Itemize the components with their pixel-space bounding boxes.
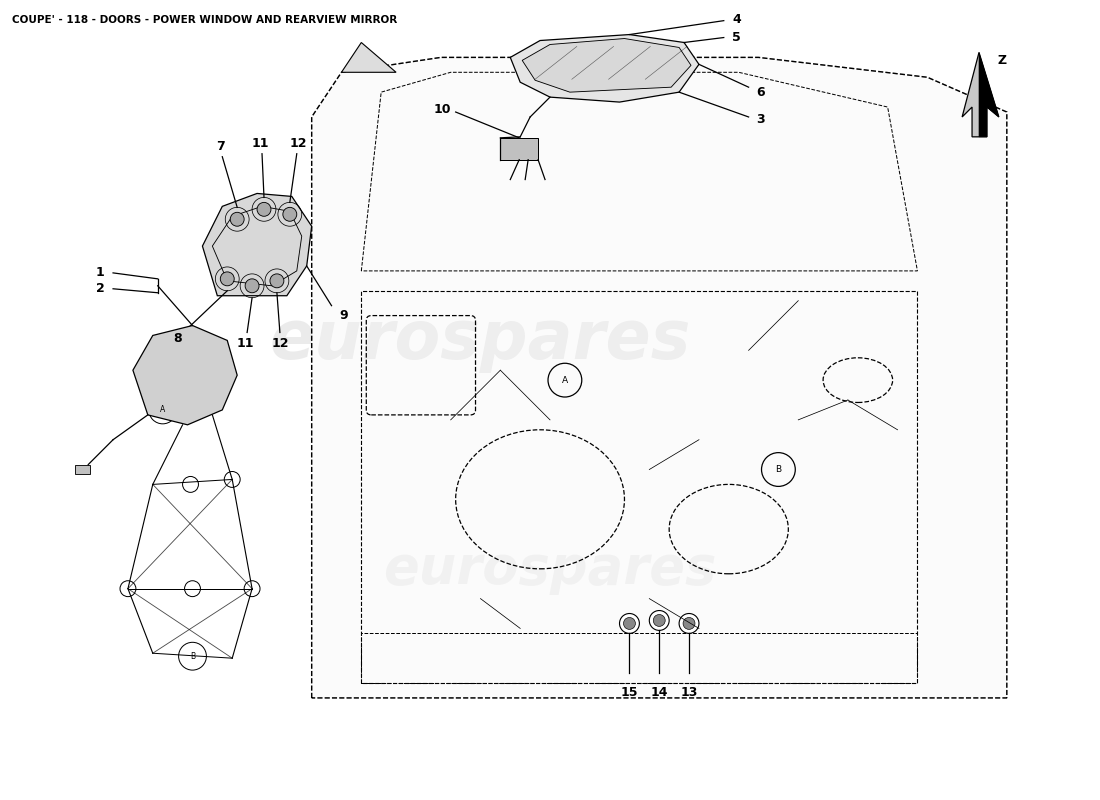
Text: 2: 2 — [96, 282, 104, 295]
Circle shape — [619, 614, 639, 634]
Circle shape — [653, 614, 666, 626]
Text: 10: 10 — [434, 102, 451, 115]
Text: eurospares: eurospares — [270, 307, 691, 374]
Circle shape — [153, 342, 229, 418]
Polygon shape — [311, 58, 1007, 698]
Polygon shape — [202, 194, 311, 296]
Text: 9: 9 — [339, 309, 348, 322]
Polygon shape — [341, 42, 396, 72]
Polygon shape — [962, 53, 999, 137]
Text: eurospares: eurospares — [383, 543, 717, 595]
Circle shape — [649, 610, 669, 630]
Polygon shape — [522, 38, 691, 92]
Circle shape — [120, 581, 136, 597]
Polygon shape — [979, 53, 999, 137]
Text: 3: 3 — [756, 114, 764, 126]
Text: B: B — [190, 652, 195, 661]
Circle shape — [224, 471, 240, 487]
Text: Z: Z — [998, 54, 1006, 67]
Circle shape — [183, 477, 198, 492]
Circle shape — [245, 279, 258, 293]
Text: 13: 13 — [680, 686, 697, 699]
Text: 6: 6 — [756, 86, 764, 98]
Text: 15: 15 — [620, 686, 638, 699]
Text: A: A — [161, 406, 165, 414]
Text: 5: 5 — [733, 31, 741, 44]
Text: B: B — [776, 465, 781, 474]
Text: 14: 14 — [650, 686, 668, 699]
Text: A: A — [562, 376, 568, 385]
Text: 11: 11 — [251, 138, 268, 150]
Circle shape — [244, 581, 260, 597]
Text: COUPE' - 118 - DOORS - POWER WINDOW AND REARVIEW MIRROR: COUPE' - 118 - DOORS - POWER WINDOW AND … — [12, 14, 397, 25]
Text: 8: 8 — [174, 332, 182, 345]
Circle shape — [283, 207, 297, 222]
Circle shape — [168, 358, 212, 402]
Circle shape — [270, 274, 284, 288]
Polygon shape — [133, 326, 238, 425]
Text: 11: 11 — [236, 337, 254, 350]
Circle shape — [257, 202, 271, 216]
Text: 1: 1 — [96, 266, 104, 279]
Circle shape — [220, 272, 234, 286]
Bar — [500, 138, 538, 160]
Text: 7: 7 — [216, 140, 224, 154]
Text: 12: 12 — [271, 337, 288, 350]
Circle shape — [185, 581, 200, 597]
Circle shape — [683, 618, 695, 630]
Bar — [75, 465, 90, 474]
Text: 4: 4 — [733, 13, 741, 26]
Circle shape — [183, 372, 198, 388]
Circle shape — [230, 212, 244, 226]
Polygon shape — [510, 34, 698, 102]
Circle shape — [679, 614, 699, 634]
Text: 12: 12 — [290, 138, 308, 150]
Circle shape — [624, 618, 636, 630]
